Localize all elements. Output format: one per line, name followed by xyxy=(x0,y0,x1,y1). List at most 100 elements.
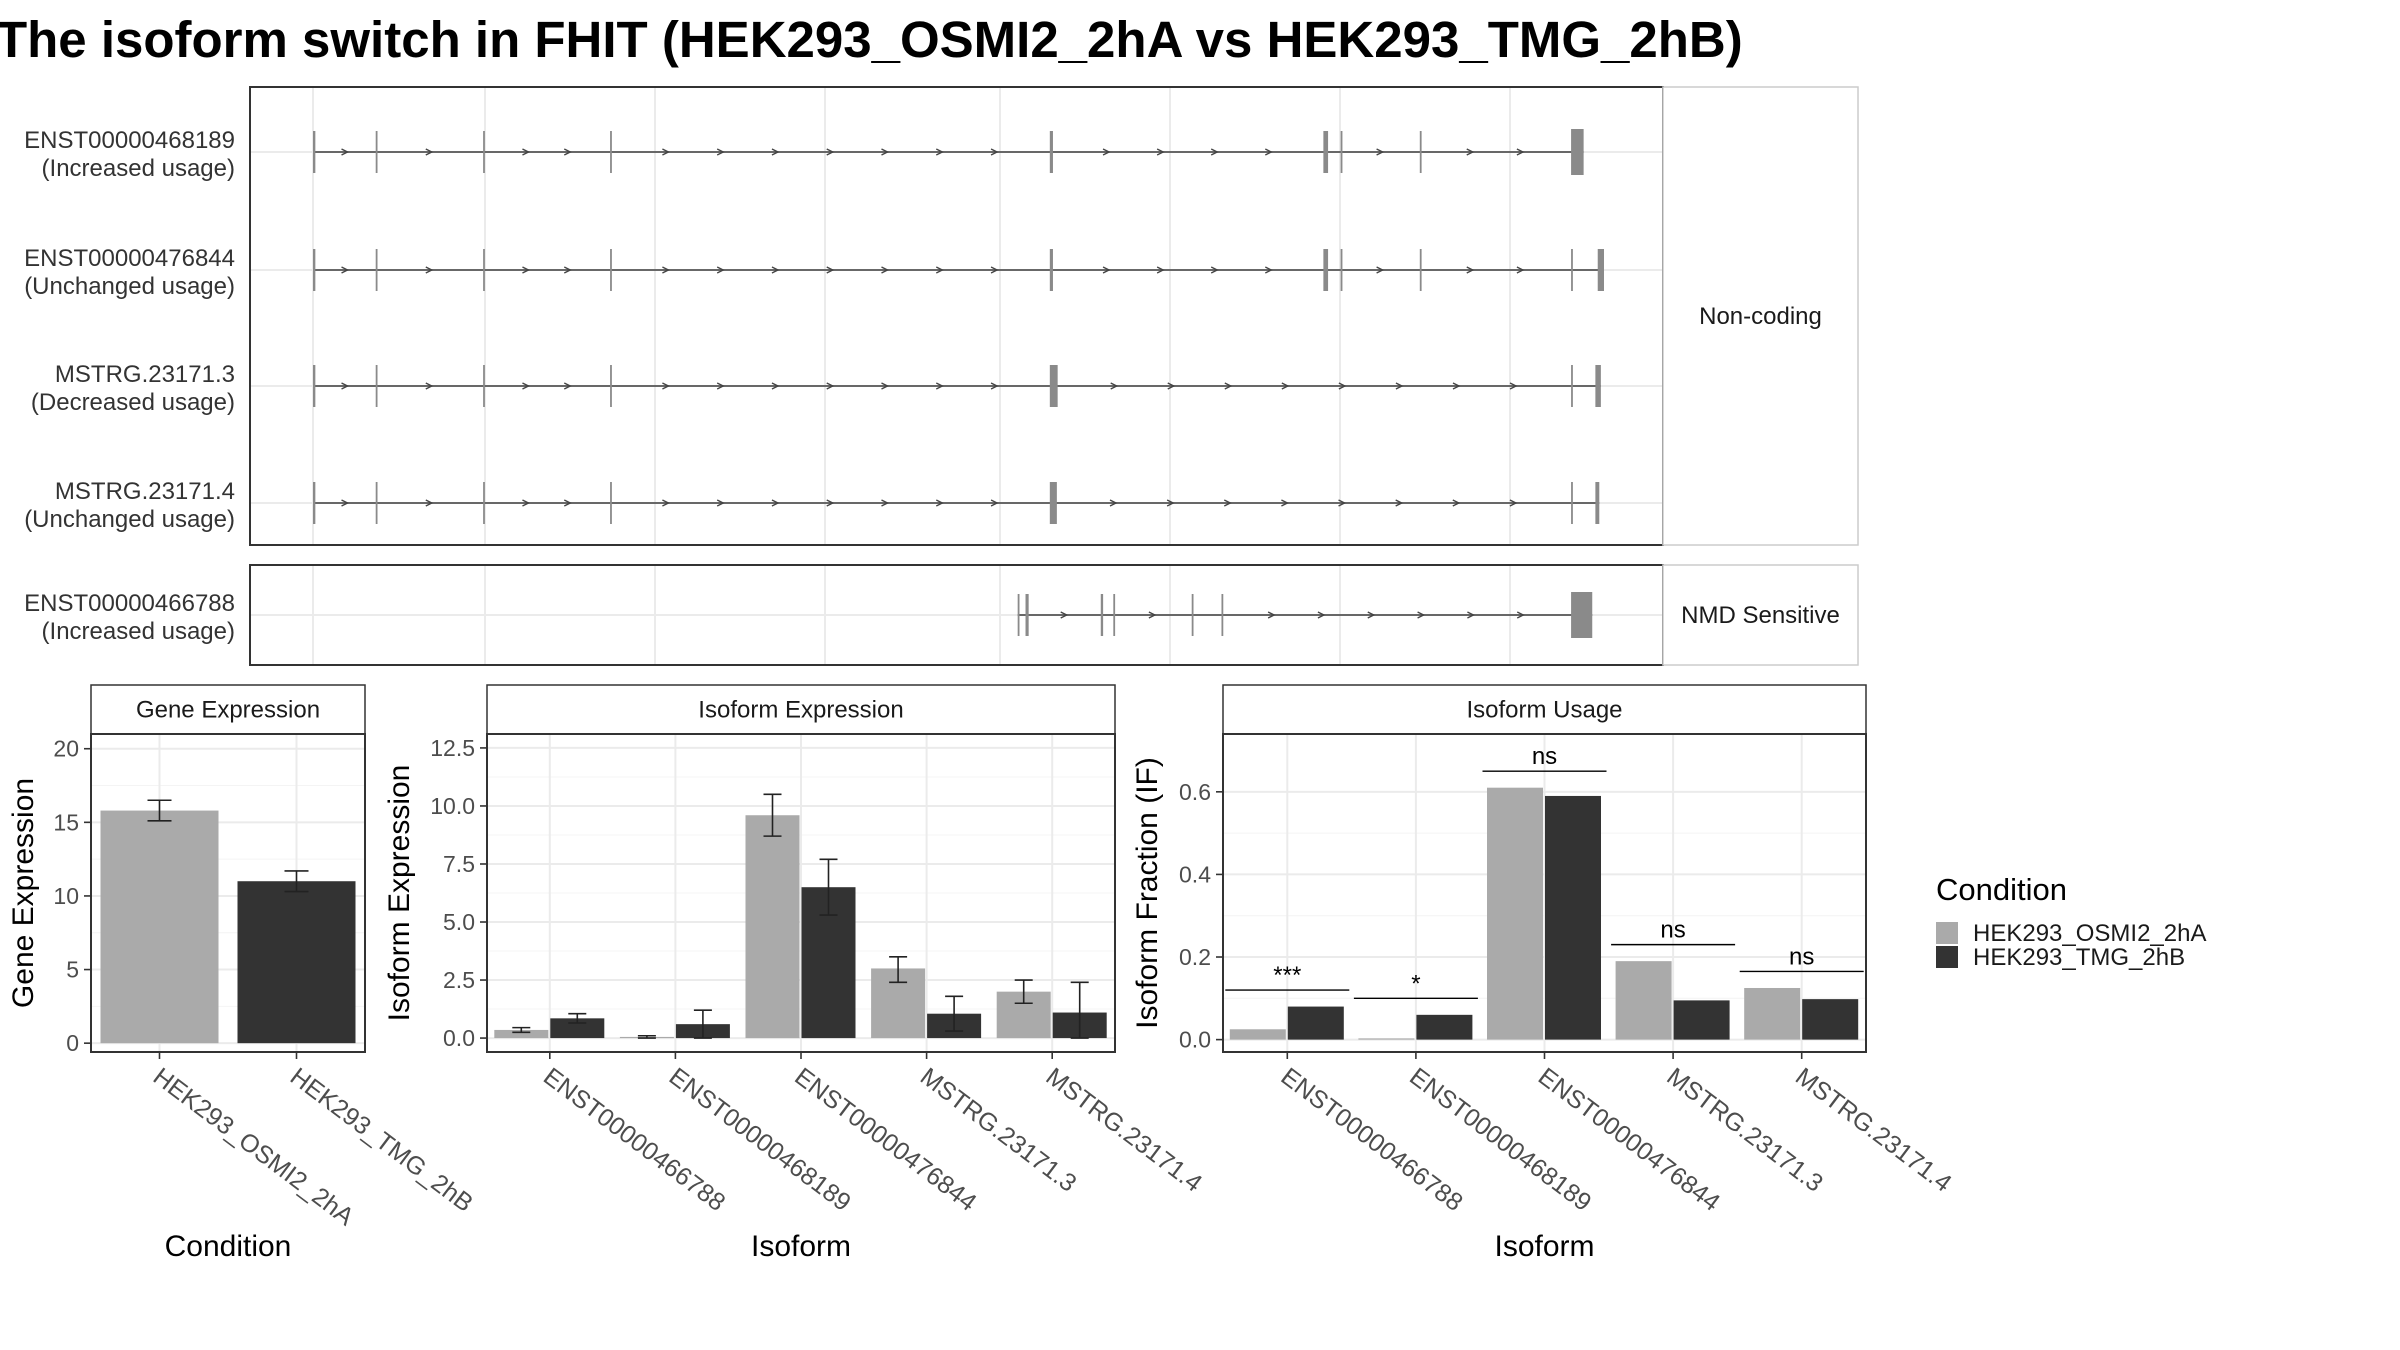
exon xyxy=(313,365,316,407)
transcript-usage: (Decreased usage) xyxy=(31,389,235,416)
direction-arrow xyxy=(1467,611,1475,619)
exon xyxy=(1113,594,1116,636)
direction-arrow xyxy=(563,499,572,507)
direction-arrow xyxy=(1509,382,1518,390)
group-strip xyxy=(1662,564,1859,666)
legend-swatch xyxy=(1936,946,1958,968)
direction-arrow xyxy=(1395,382,1404,390)
direction-arrow xyxy=(1281,499,1289,507)
direction-arrow xyxy=(881,499,890,507)
direction-arrow xyxy=(716,499,725,507)
direction-arrow xyxy=(1223,499,1232,507)
panel-strip xyxy=(1222,684,1867,735)
direction-arrow xyxy=(1167,382,1176,390)
direction-arrow xyxy=(1166,499,1175,507)
exon xyxy=(1595,365,1601,407)
bar xyxy=(1802,999,1859,1040)
exon xyxy=(483,365,485,407)
direction-arrow xyxy=(935,382,944,390)
direction-arrow xyxy=(771,266,780,274)
group-strip-label: Non-coding xyxy=(1699,303,1822,330)
group-strip-label: NMD Sensitive xyxy=(1681,602,1840,629)
exon xyxy=(1571,129,1584,175)
direction-arrow xyxy=(1466,266,1475,274)
y-axis-title: Isoform Expression xyxy=(383,765,416,1022)
bar xyxy=(1229,1029,1286,1040)
figure-title: The isoform switch in FHIT (HEK293_OSMI2… xyxy=(0,11,1743,68)
significance-label: ns xyxy=(1789,943,1814,970)
direction-arrow xyxy=(425,499,434,507)
bar xyxy=(237,881,356,1044)
exon xyxy=(483,131,485,173)
direction-arrow xyxy=(522,382,531,390)
y-tick-label: 5.0 xyxy=(443,909,475,935)
bar xyxy=(1287,1006,1344,1040)
exon xyxy=(375,249,378,291)
exon xyxy=(1571,249,1573,291)
direction-arrow xyxy=(1281,382,1290,390)
direction-arrow xyxy=(1452,499,1461,507)
exon xyxy=(483,249,485,291)
bar xyxy=(550,1018,605,1039)
direction-arrow xyxy=(563,266,572,274)
plot-border xyxy=(90,733,366,1053)
chart-isoform-usage: Isoform Usage*** *nsnsns0.00.20.40.6ENST0… xyxy=(1131,684,1957,1263)
bar xyxy=(1744,987,1801,1040)
exon xyxy=(1419,131,1422,173)
y-tick-label: 10.0 xyxy=(430,793,475,819)
direction-arrow xyxy=(1452,382,1461,390)
direction-arrow xyxy=(1376,266,1385,274)
direction-arrow xyxy=(990,499,999,507)
significance-label: ns xyxy=(1660,917,1685,944)
panel-strip xyxy=(486,684,1116,735)
transcript-id: ENST00000468189 xyxy=(24,127,235,154)
direction-arrow xyxy=(1110,382,1119,390)
y-tick-label: 20 xyxy=(53,736,79,762)
bar xyxy=(1358,1038,1415,1040)
bar xyxy=(1545,795,1601,1040)
direction-arrow xyxy=(771,382,780,390)
direction-arrow xyxy=(1509,499,1518,507)
direction-arrow xyxy=(1102,148,1111,156)
bar xyxy=(1487,787,1543,1040)
bar xyxy=(745,815,800,1039)
direction-arrow xyxy=(1224,382,1233,390)
direction-arrow xyxy=(522,499,531,507)
exon xyxy=(313,249,316,291)
direction-arrow xyxy=(1267,611,1276,619)
exon xyxy=(1571,592,1593,638)
exon xyxy=(610,365,612,407)
y-tick-label: 0.0 xyxy=(443,1025,475,1051)
exon xyxy=(1100,594,1104,636)
legend-title: Condition xyxy=(1936,872,2067,907)
exon xyxy=(375,365,378,407)
direction-arrow xyxy=(826,266,835,274)
direction-arrow xyxy=(1417,611,1426,619)
transcript-label: MSTRG.23171.3 (Decreased usage) xyxy=(31,361,235,416)
direction-arrow xyxy=(1317,611,1326,619)
direction-arrow xyxy=(716,266,725,274)
direction-arrow xyxy=(1264,148,1273,156)
exon xyxy=(1049,131,1053,173)
y-tick-label: 10 xyxy=(53,883,79,909)
y-tick-label: 0.2 xyxy=(1179,944,1211,970)
panel-title: Isoform Expression xyxy=(698,697,903,724)
direction-arrow xyxy=(425,148,434,156)
exon xyxy=(1049,482,1057,524)
direction-arrow xyxy=(1338,382,1347,390)
exon xyxy=(1025,594,1029,636)
direction-arrow xyxy=(1516,611,1525,619)
exon xyxy=(1340,131,1343,173)
bar xyxy=(100,810,219,1044)
y-tick-label: 5 xyxy=(66,957,79,983)
chart-isoform-expression: Isoform Expression0.02.55.07.510.012.5EN… xyxy=(383,684,1207,1263)
tx-panel-bg xyxy=(250,87,1663,545)
transcript-id: MSTRG.23171.3 xyxy=(55,361,235,388)
y-tick-label: 0.4 xyxy=(1179,861,1211,887)
x-axis-title: Isoform xyxy=(751,1230,851,1263)
x-axis-title: Condition xyxy=(165,1230,292,1263)
exon xyxy=(313,482,316,524)
exon xyxy=(1191,594,1194,636)
direction-arrow xyxy=(563,382,572,390)
